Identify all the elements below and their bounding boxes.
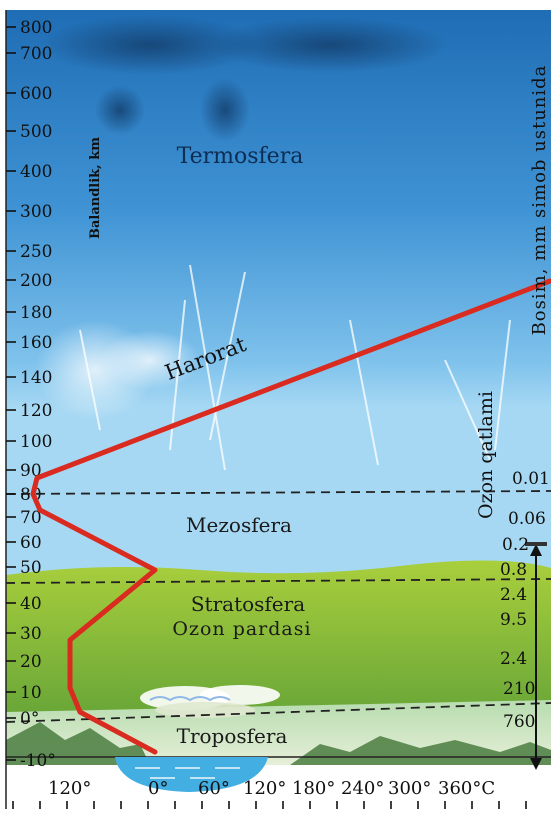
pressure-value: 9.5 <box>500 610 527 630</box>
thermosphere-clouds <box>40 15 450 142</box>
pressure-value: 0.06 <box>508 509 546 529</box>
pressure-value: 0.2 <box>502 535 529 555</box>
y-tick-label: 600 <box>20 84 52 104</box>
stratopause-line <box>5 578 551 584</box>
mesopause-line <box>5 490 551 495</box>
y-tick-label: 50 <box>20 558 42 578</box>
meteor-streaks <box>79 264 511 471</box>
pressure-value: 0.01 <box>512 469 550 489</box>
x-tick-label: 120° <box>243 778 286 799</box>
x-tick-label: 120° <box>48 778 91 799</box>
pressure-value: 760 <box>503 712 535 732</box>
high-altitude-haze <box>35 320 200 420</box>
y-tick-label: 10 <box>20 683 42 703</box>
y-axis-label: Balandlik, km <box>88 137 103 239</box>
troposphere-label: Troposfera <box>177 724 288 748</box>
mountains <box>6 722 551 765</box>
stratosphere-label: Stratosfera <box>191 592 305 616</box>
stratosphere-band <box>6 560 551 712</box>
ozone-shield-label: Ozon pardasi <box>172 618 311 640</box>
y-tick-label: 180 <box>20 303 52 323</box>
y-tick-label: 300 <box>20 202 52 222</box>
water-body <box>115 757 268 792</box>
pressure-values: 0.01 0.06 0.2 0.8 2.4 9.5 2.4 210 760 <box>500 469 550 732</box>
pressure-value: 0.8 <box>500 560 527 580</box>
y-tick-label: 100 <box>20 432 52 452</box>
pressure-value: 2.4 <box>500 649 527 669</box>
temperature-curve <box>30 278 551 755</box>
pressure-label: Bosim, mm simob ustunida <box>529 65 550 336</box>
x-axis: 120° 0° 60° 120° 180° 240° 300° 360°C <box>12 778 527 809</box>
y-tick-label: 70 <box>20 508 42 528</box>
mesosphere-label: Mezosfera <box>186 513 292 537</box>
x-tick-label: 180° <box>292 778 335 799</box>
y-tick-label: 250 <box>20 242 52 262</box>
x-tick-label: 360°C <box>438 778 495 799</box>
y-tick-label: 0° <box>20 709 39 729</box>
x-tick-label: 240° <box>341 778 384 799</box>
y-tick-label: 60 <box>20 533 42 553</box>
thermosphere-label: Termosfera <box>177 144 304 169</box>
ozone-layer-label: Ozon qatlami <box>475 391 497 519</box>
y-tick-label: 120 <box>20 401 52 421</box>
y-tick-label: 500 <box>20 122 52 142</box>
x-tick-label: 0° <box>148 778 168 799</box>
y-tick-label: 40 <box>20 594 42 614</box>
x-tick-label: 60° <box>198 778 230 799</box>
x-tick-label: 300° <box>388 778 431 799</box>
ground-strip <box>6 765 551 809</box>
pressure-value: 210 <box>503 679 535 699</box>
y-tick-label: 400 <box>20 162 52 182</box>
y-tick-label: 700 <box>20 44 52 64</box>
y-tick-label: -10° <box>20 751 56 771</box>
low-clouds <box>140 685 280 718</box>
y-tick-label: 140 <box>20 368 52 388</box>
pressure-value: 2.4 <box>500 585 527 605</box>
y-tick-label: 800 <box>20 18 52 38</box>
water-ripples <box>135 767 240 779</box>
y-tick-label: 160 <box>20 333 52 353</box>
y-tick-label: 200 <box>20 271 52 291</box>
y-tick-label: 20 <box>20 652 42 672</box>
ozone-arrow <box>525 542 547 770</box>
y-tick-label: 30 <box>20 624 42 644</box>
